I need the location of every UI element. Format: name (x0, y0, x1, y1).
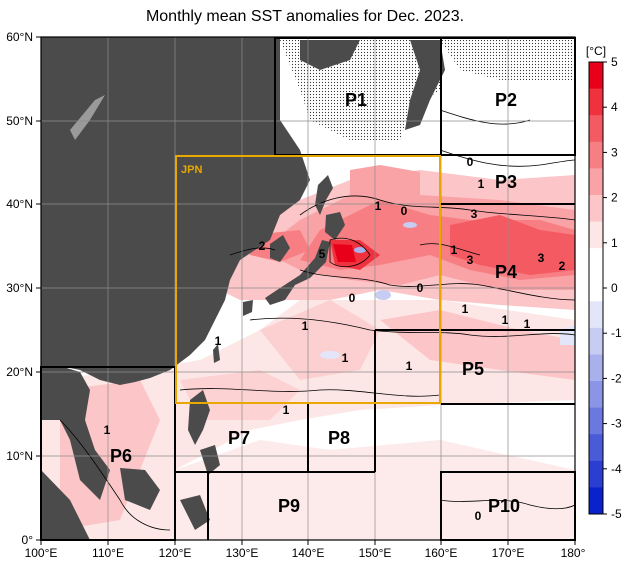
colorbar-tick-label: 3 (611, 145, 618, 159)
contour-label: 3 (467, 253, 474, 267)
colorbar-swatch (589, 407, 603, 435)
contour-label: 1 (524, 317, 531, 331)
taiwan-land (213, 344, 220, 363)
lat-label-50n: 50°N (6, 114, 33, 128)
colorbar-tick-label: 0 (611, 281, 618, 295)
contour-label: 1 (104, 423, 111, 437)
region-label-jpn: JPN (181, 164, 202, 176)
lon-label-100e: 100°E (25, 546, 58, 560)
colorbar-tick-label: 5 (611, 55, 618, 69)
region-label-p5: P5 (462, 359, 484, 379)
lat-label-10n: 10°N (6, 449, 33, 463)
colorbar-tick-label: -4 (611, 462, 622, 476)
colorbar-ticks: 5 4 3 2 1 0 -1 -2 -3 -4 -5 (603, 55, 622, 521)
indochina-land (41, 366, 110, 500)
region-label-p8: P8 (328, 428, 350, 448)
colorbar-tick-label: 4 (611, 100, 618, 114)
contour-label: 2 (559, 259, 566, 273)
colorbar-swatch (589, 301, 603, 329)
lon-label-140e: 140°E (292, 546, 325, 560)
lat-label-60n: 60°N (6, 30, 33, 44)
colorbar-swatch (589, 248, 603, 276)
region-label-p1: P1 (345, 90, 367, 110)
kamchatka-land (405, 40, 445, 130)
lon-label-130e: 130°E (226, 546, 259, 560)
colorbar-unit: [°C] (586, 44, 606, 58)
colorbar-swatch (589, 194, 603, 223)
colorbar-tick-label: -1 (611, 326, 622, 340)
colorbar-swatch (589, 354, 603, 382)
lon-label-180: 180° (561, 546, 586, 560)
colorbar-tick-label: -3 (611, 417, 622, 431)
contour-label: 1 (462, 302, 469, 316)
region-label-p2: P2 (495, 90, 517, 110)
contour-label: 1 (375, 199, 382, 213)
sumatra-land (41, 470, 90, 540)
region-label-p9: P9 (278, 496, 300, 516)
contour-label: 1 (478, 177, 485, 191)
sakhalin-land (315, 175, 333, 215)
contour-label: 1 (342, 351, 349, 365)
colorbar-swatch (589, 381, 603, 409)
region-label-p3: P3 (495, 172, 517, 192)
colorbar-swatch (589, 221, 603, 249)
colorbar-swatch (589, 327, 603, 355)
colorbar-tick-label: 2 (611, 191, 618, 205)
lon-label-110e: 110°E (92, 546, 124, 560)
lon-label-160e: 160°E (425, 546, 458, 560)
contour-label: 1 (451, 243, 458, 257)
contour-label: 1 (502, 313, 509, 327)
contour-label: 0 (401, 204, 408, 218)
hokkaido-land (325, 212, 345, 240)
contour-label: 3 (471, 207, 478, 221)
colorbar-tick-label: -5 (611, 507, 622, 521)
colorbar-swatch (589, 434, 603, 462)
korea-land (270, 235, 290, 262)
jpn-box (175, 155, 441, 404)
colorbar-swatch (589, 62, 603, 90)
contour-label: 0 (349, 291, 356, 305)
contour-label: 0 (417, 281, 424, 295)
colorbar-swatch (589, 88, 603, 116)
region-label-p6: P6 (110, 446, 132, 466)
contour-label: 1 (406, 359, 413, 373)
contour-label: 0 (475, 509, 482, 523)
colorbar-tick-label: -2 (611, 371, 622, 385)
lat-label-30n: 30°N (6, 281, 33, 295)
contour-label: 0 (467, 155, 474, 169)
region-label-p4: P4 (495, 262, 517, 282)
colorbar-swatch (589, 460, 603, 488)
contour-label: 2 (259, 239, 266, 253)
colorbar-swatch (589, 274, 603, 302)
colorbar-swatch (589, 168, 603, 196)
lon-label-150e: 150°E (359, 546, 392, 560)
map-title: Monthly mean SST anomalies for Dec. 2023… (145, 8, 465, 25)
borneo-land (120, 468, 160, 510)
contour-label: 1 (302, 319, 309, 333)
colorbar-swatches (589, 62, 603, 515)
lat-label-40n: 40°N (6, 197, 33, 211)
colorbar-tick-label: 1 (611, 236, 618, 250)
region-label-p10: P10 (488, 496, 520, 516)
colorbar-swatch (589, 487, 603, 515)
lon-label-120e: 120°E (159, 546, 192, 560)
contour-label: 3 (538, 251, 545, 265)
contour-label: 1 (283, 403, 290, 417)
region-label-p7: P7 (228, 428, 250, 448)
lon-label-170e: 170°E (492, 546, 525, 560)
colorbar-swatch (589, 115, 603, 143)
lat-label-20n: 20°N (6, 365, 33, 379)
contour-label: 1 (215, 334, 222, 348)
colorbar-swatch (589, 141, 603, 169)
contour-label: 5 (319, 247, 326, 261)
honshu-land (265, 240, 330, 305)
colorbar: [°C] 5 4 3 2 1 0 -1 -2 -3 -4 -5 (586, 44, 622, 521)
lat-label-0: 0° (22, 533, 34, 547)
